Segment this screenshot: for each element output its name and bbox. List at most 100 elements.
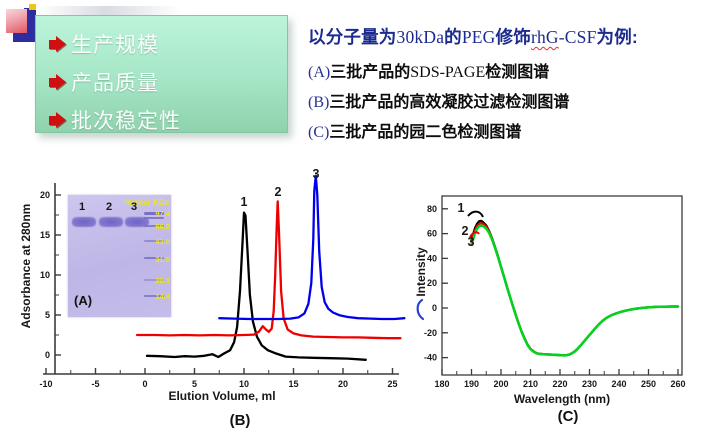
svg-text:200: 200	[493, 379, 508, 389]
svg-text:Adsorbance at 280nm: Adsorbance at 280nm	[19, 204, 33, 329]
svg-text:Elution Volume, ml: Elution Volume, ml	[168, 389, 275, 403]
svg-text:0: 0	[432, 303, 437, 313]
red-arrow-icon	[49, 112, 66, 128]
svg-text:3: 3	[468, 235, 475, 249]
svg-text:240: 240	[611, 379, 626, 389]
svg-text:180: 180	[434, 379, 449, 389]
menu-item: 产品质量	[49, 66, 287, 98]
gel-marker-value: 66.2	[155, 222, 170, 231]
gel-marker-band	[144, 257, 164, 259]
elution-chart: 0 5 10 15 20 -10 -5 0 5 10 15 20 25 Adsorbance at 280…	[19, 167, 406, 403]
text-segment: (C)	[308, 124, 330, 141]
svg-text:10: 10	[239, 379, 249, 389]
gel-marker-value: 31.0	[155, 255, 170, 264]
gel-marker-value: 43.0	[155, 237, 170, 246]
svg-text:220: 220	[552, 379, 567, 389]
text-segment: 为例:	[596, 27, 638, 47]
text-segment: 三批产品的园二色检测图谱	[329, 124, 522, 141]
svg-text:5: 5	[192, 379, 197, 389]
red-arrow-icon	[49, 36, 66, 52]
text-segment: 以分子量为	[308, 27, 397, 47]
text-segment: (B)	[308, 94, 330, 111]
text-segment: 的	[444, 27, 462, 47]
text-segment: 修饰	[495, 27, 531, 47]
gel-marker-value: 97.4	[155, 209, 170, 218]
gel-lane-number: 1	[79, 201, 86, 213]
gel-marker-band	[144, 217, 164, 219]
svg-text:15: 15	[40, 230, 50, 240]
text-segment: rhG	[530, 27, 559, 47]
text-segment: 三批产品的高效凝胶过滤检测图谱	[329, 94, 570, 111]
gel-panel-label: (A)	[74, 293, 93, 308]
gel-sample-band	[125, 217, 149, 227]
gel-lane-number: 3	[131, 201, 138, 213]
decoration-blue-block-foot	[13, 32, 36, 42]
heading-item-c: (C)三批产品的园二色检测图谱	[308, 118, 716, 148]
svg-text:Wavelength (nm): Wavelength (nm)	[514, 392, 610, 406]
svg-text:210: 210	[523, 379, 538, 389]
gel-marker-band	[144, 225, 164, 227]
text-segment: 检测图谱	[485, 64, 550, 81]
svg-text:60: 60	[427, 229, 437, 239]
menu-item-label: 产品质量	[71, 72, 159, 95]
gel-marker-band	[144, 279, 164, 281]
heading-title: 以分子量为30kDa的PEG修饰rhG-CSF为例:	[308, 24, 716, 49]
svg-text:20: 20	[427, 278, 437, 288]
heading-block: 以分子量为30kDa的PEG修饰rhG-CSF为例: (A)三批产品的SDS-P…	[308, 24, 716, 148]
decoration-yellow-square	[29, 4, 36, 10]
decoration-pink-square	[6, 9, 27, 33]
svg-text:250: 250	[641, 379, 656, 389]
svg-text:-5: -5	[91, 379, 99, 389]
svg-text:10: 10	[40, 270, 50, 280]
caption-c: (C)	[557, 408, 579, 425]
gel-sample-band	[99, 217, 123, 227]
text-segment: (A)	[308, 64, 331, 81]
gel-marker-band	[144, 240, 164, 242]
text-segment: 三批产品的	[330, 64, 411, 81]
svg-text:0: 0	[45, 350, 50, 360]
gel-marker-header: Marker KDa	[124, 198, 169, 207]
gel-sample-band	[72, 217, 96, 227]
svg-text:5: 5	[45, 310, 50, 320]
svg-text:260: 260	[670, 379, 685, 389]
svg-text:3: 3	[313, 167, 320, 181]
menu-item: 生产规模	[49, 28, 287, 60]
text-segment: 30kDa	[396, 27, 445, 47]
gel-marker-band	[144, 212, 164, 215]
svg-text:0: 0	[142, 379, 147, 389]
text-segment: SDS-PAGE	[410, 64, 486, 81]
red-arrow-icon	[49, 74, 66, 90]
menu-item: 批次稳定性	[49, 104, 287, 136]
cd-spectrum-chart: -40 -20 0 20 40 60 80 180 190 200 210 220 230 240 250 2…	[415, 195, 686, 406]
heading-item-b: (B)三批产品的高效凝胶过滤检测图谱	[308, 88, 716, 118]
svg-text:1: 1	[458, 201, 465, 215]
svg-text:2: 2	[275, 185, 282, 199]
gel-marker-band	[144, 295, 164, 297]
menu-panel: 生产规模产品质量批次稳定性	[35, 15, 288, 133]
svg-text:190: 190	[464, 379, 479, 389]
svg-text:20: 20	[40, 190, 50, 200]
blue-stray-mark	[416, 298, 425, 321]
menu-item-list: 生产规模产品质量批次稳定性	[49, 28, 287, 136]
svg-text:1: 1	[241, 195, 248, 209]
svg-text:80: 80	[427, 204, 437, 214]
menu-item-label: 批次稳定性	[71, 110, 181, 133]
decoration-gloss-strip	[38, 6, 188, 15]
text-segment: PEG	[461, 27, 496, 47]
svg-text:-20: -20	[424, 328, 437, 338]
svg-text:15: 15	[288, 379, 298, 389]
menu-item-label: 生产规模	[71, 34, 159, 57]
svg-text:40: 40	[427, 253, 437, 263]
heading-item-a: (A)三批产品的SDS-PAGE检测图谱	[308, 58, 716, 88]
svg-text:2: 2	[462, 224, 469, 238]
text-segment: -CSF	[558, 27, 597, 47]
svg-text:-10: -10	[39, 379, 52, 389]
svg-text:-40: -40	[424, 353, 437, 363]
gel-lane-number: 2	[106, 201, 113, 213]
svg-text:25: 25	[387, 379, 397, 389]
gel-marker-value: 14.4	[155, 292, 170, 301]
svg-text:20: 20	[338, 379, 348, 389]
gel-marker-value: 20.1	[155, 276, 170, 285]
